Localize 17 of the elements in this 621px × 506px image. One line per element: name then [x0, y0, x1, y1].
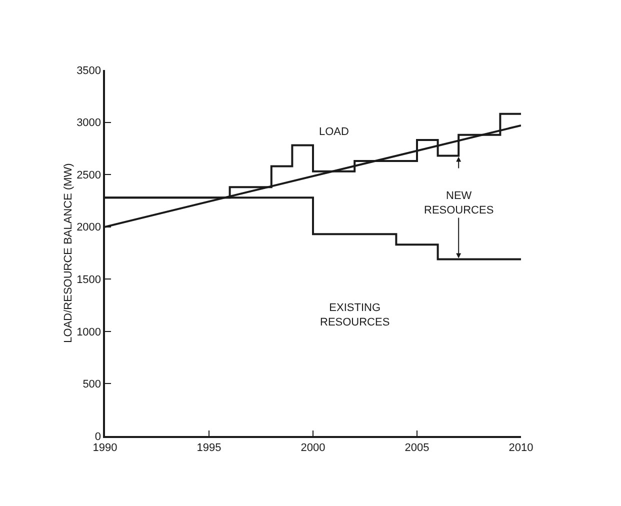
x-tick-label: 2000: [300, 442, 326, 454]
annotation: EXISTING RESOURCES: [320, 302, 390, 328]
x-tick-label: 1995: [196, 442, 222, 454]
y-tick-label: 2000: [76, 222, 102, 234]
y-axis-title: LOAD/RESOURCE BALANCE (MW): [62, 163, 75, 343]
x-tick-label: 2005: [404, 442, 430, 454]
y-tick-label: 500: [82, 378, 102, 391]
annotation: LOAD: [319, 126, 350, 138]
y-tick-label: 1000: [76, 326, 102, 338]
y-tick-label: 3500: [76, 64, 102, 77]
y-tick-label: 0: [94, 430, 102, 443]
x-tick-label: 2010: [508, 442, 534, 454]
y-tick-label: 3000: [76, 117, 102, 130]
x-tick-label: 1990: [92, 442, 118, 454]
y-tick-label: 1500: [76, 274, 102, 286]
annotation: NEW RESOURCES: [424, 190, 494, 216]
y-tick-label: 2500: [76, 169, 102, 182]
